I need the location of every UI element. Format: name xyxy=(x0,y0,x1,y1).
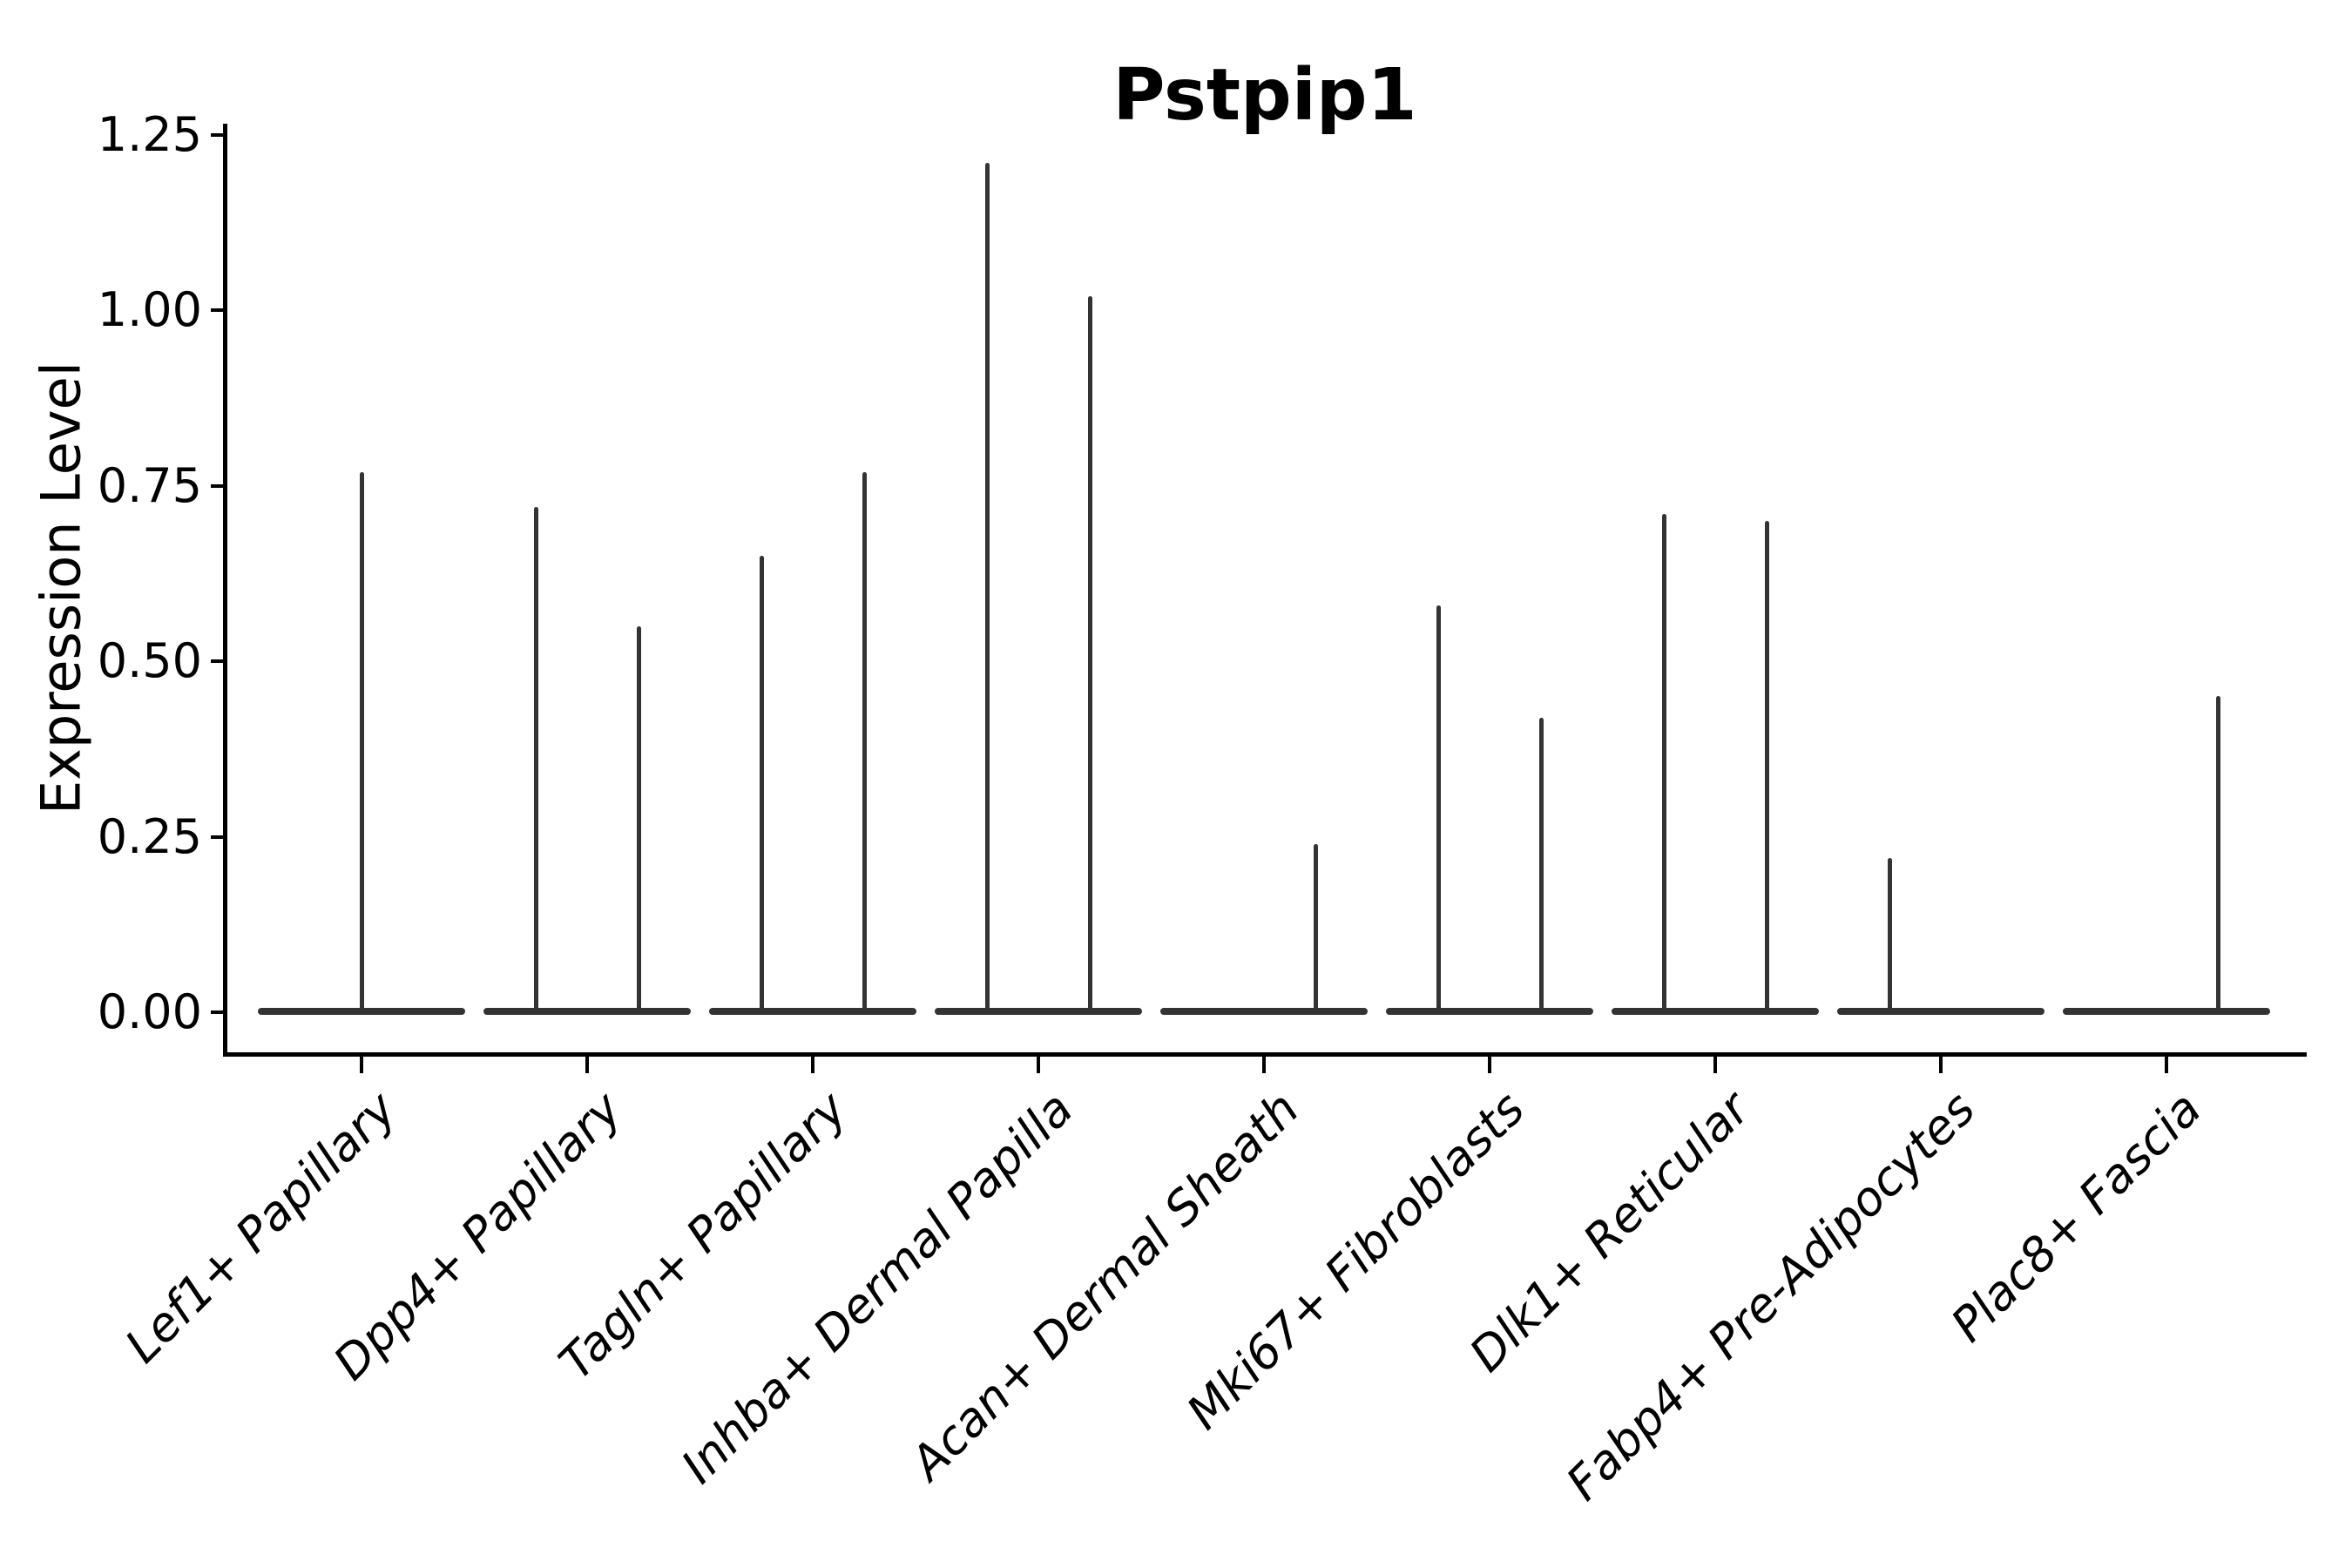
violin-base xyxy=(2063,1008,2270,1015)
y-tick-label: 1.00 xyxy=(97,282,202,338)
violin-density-spike xyxy=(636,625,641,1014)
x-tick-label: Fabp4+ Pre-Adipocytes xyxy=(1556,1081,1986,1511)
x-tick-mark xyxy=(1939,1057,1943,1073)
violin-density-spike xyxy=(1887,857,1892,1014)
plot-title: Pstpip1 xyxy=(1112,54,1417,137)
x-tick-mark xyxy=(1037,1057,1040,1073)
violin-base xyxy=(1612,1008,1819,1015)
violin-density-spike xyxy=(1087,296,1092,1014)
y-axis-label: Expression Level xyxy=(29,362,93,814)
violin-density-spike xyxy=(2215,696,2220,1014)
x-tick-mark xyxy=(360,1057,363,1073)
violin-density-spike xyxy=(984,163,990,1014)
violin-density-spike xyxy=(1764,521,1769,1014)
x-tick-mark xyxy=(1713,1057,1717,1073)
violin-density-spike xyxy=(1538,717,1544,1014)
violin-density-spike xyxy=(1661,514,1666,1014)
x-tick-label: Inhba+ Dermal Papilla xyxy=(670,1081,1084,1494)
y-tick-label: 0.50 xyxy=(97,633,202,689)
violin-density-spike xyxy=(759,556,764,1014)
violin-density-spike xyxy=(1313,843,1318,1014)
violin-density-spike xyxy=(533,506,538,1014)
y-tick-label: 0.00 xyxy=(97,984,202,1039)
x-tick-mark xyxy=(585,1057,589,1073)
x-tick-mark xyxy=(1488,1057,1491,1073)
y-tick-mark xyxy=(211,133,225,137)
violin-base xyxy=(483,1008,691,1015)
x-tick-mark xyxy=(811,1057,814,1073)
y-tick-label: 1.25 xyxy=(97,107,202,162)
y-tick-label: 0.25 xyxy=(97,808,202,864)
y-tick-mark xyxy=(211,1010,225,1014)
violin-density-spike xyxy=(1436,605,1441,1014)
violin-density-spike xyxy=(862,471,867,1014)
x-axis-spine xyxy=(223,1052,2307,1057)
y-tick-label: 0.75 xyxy=(97,457,202,513)
violin-base xyxy=(1386,1008,1593,1015)
violin-base xyxy=(935,1008,1142,1015)
y-tick-mark xyxy=(211,835,225,839)
y-tick-mark xyxy=(211,659,225,664)
y-tick-mark xyxy=(211,308,225,313)
violin-density-spike xyxy=(359,471,364,1014)
violin-base xyxy=(1837,1008,2044,1015)
x-tick-label: Acan+ Dermal Sheath xyxy=(899,1081,1309,1490)
x-tick-mark xyxy=(1262,1057,1266,1073)
x-tick-mark xyxy=(2165,1057,2168,1073)
violin-base xyxy=(709,1008,916,1015)
y-axis-spine xyxy=(223,124,227,1057)
x-tick-label: Plac8+ Fascia xyxy=(1940,1081,2212,1353)
violin-base xyxy=(1160,1008,1368,1015)
y-tick-mark xyxy=(211,483,225,488)
